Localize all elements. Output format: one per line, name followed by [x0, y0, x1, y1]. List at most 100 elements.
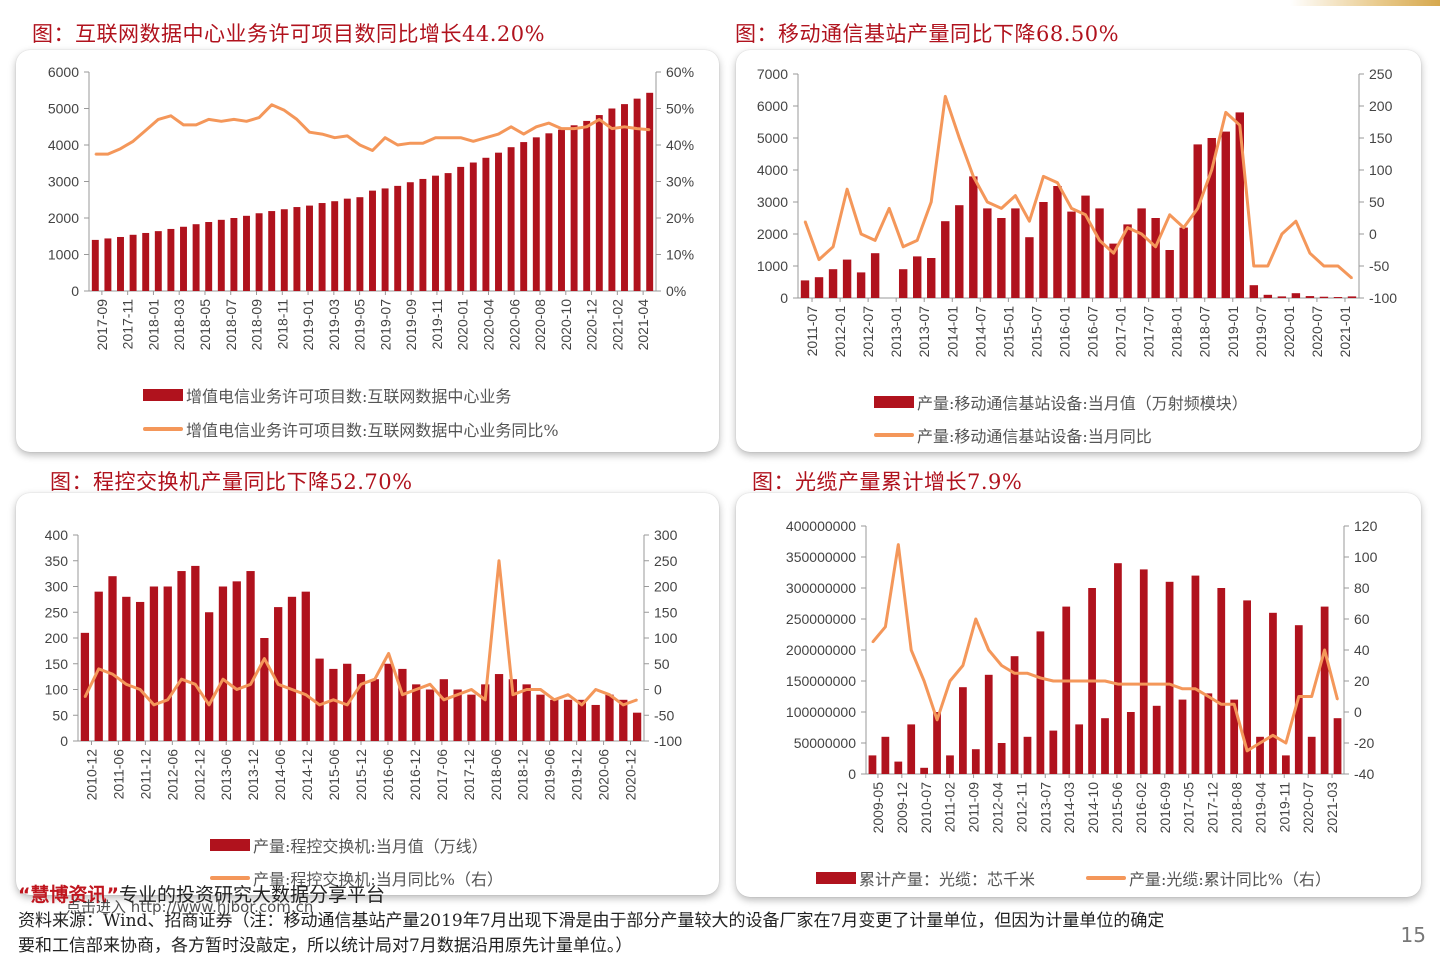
brand-banner[interactable]: “慧博资讯”专业的投资研究大数据分享平台 — [18, 880, 385, 907]
bar-2019-04 — [331, 201, 339, 291]
y-right-tick-label: 100 — [1369, 162, 1393, 178]
line-point-2017-11 — [119, 147, 122, 150]
x-tick-label: 2013-01 — [888, 306, 904, 358]
bar-2014-10 — [1075, 724, 1084, 774]
line-point-2015-04 — [1014, 194, 1017, 197]
y-left-tick-label: 200000000 — [786, 642, 856, 658]
line-point-2018-08 — [233, 118, 235, 121]
bar-2011-07 — [800, 280, 810, 298]
y-right-tick-label: 30% — [666, 174, 694, 190]
line-point-2018-08 — [1233, 703, 1235, 706]
line-point-2015-09 — [346, 704, 348, 706]
y-left-tick-label: 0 — [71, 283, 79, 299]
y-right-tick-label: 50 — [1369, 194, 1385, 210]
y-left-tick-label: 400 — [45, 527, 69, 543]
x-tick-label: 2019-09 — [403, 299, 419, 351]
bar-2020-11 — [570, 125, 578, 291]
line-point-2011-12 — [139, 688, 141, 691]
line-point-2019-07 — [371, 149, 374, 152]
legend-label: 产量:移动通信基站设备:当月值（万射频模块） — [917, 394, 1248, 413]
y-right-tick-label: 40% — [666, 137, 694, 153]
x-tick-label: 2017-06 — [434, 749, 450, 801]
bar-2018-08 — [1230, 699, 1239, 774]
chart-title-base-station: 图：移动通信基站产量同比下降68.50% — [735, 22, 1120, 46]
line-point-2013-03 — [1013, 672, 1016, 675]
bar-2015-07 — [1025, 237, 1034, 298]
line-point-2013-03 — [208, 704, 210, 706]
bar-2014-07 — [969, 176, 978, 298]
x-tick-label: 2018-06 — [488, 749, 504, 801]
bar-2020-09 — [545, 133, 553, 291]
line-point-2020-10 — [1323, 265, 1325, 267]
x-tick-label: 2013-06 — [218, 749, 234, 801]
line-point-2016-03 — [374, 678, 376, 680]
line-point-2014-12 — [304, 693, 307, 696]
line-point-2014-07 — [1065, 680, 1068, 682]
line-point-2012-09 — [180, 678, 183, 680]
line-point-2011-02 — [923, 680, 925, 682]
line-point-2018-12 — [283, 109, 286, 112]
x-tick-label: 2020-12 — [623, 749, 639, 801]
bar-2016-01 — [1053, 186, 1062, 298]
line-point-2012-12 — [194, 683, 197, 686]
bar-2018-04 — [1217, 588, 1226, 774]
legend-swatch-bar — [874, 396, 914, 408]
bar-2020-09 — [619, 699, 628, 741]
line-point-2019-07 — [1272, 734, 1274, 737]
line-point-2017-07 — [1140, 233, 1143, 235]
x-tick-label: 2015-01 — [1000, 306, 1016, 358]
y-left-tick-label: 1000 — [757, 258, 788, 274]
bar-2020-06 — [507, 147, 515, 291]
line-point-2019-09 — [567, 693, 569, 696]
x-tick-label: 2012-06 — [164, 749, 180, 801]
bar-2017-10 — [1151, 218, 1160, 298]
bar-2012-10 — [870, 253, 880, 298]
bar-2017-01 — [1165, 581, 1174, 774]
bar-2021-01 — [595, 115, 603, 291]
bar-2021-04 — [633, 98, 641, 291]
bar-2012-11 — [997, 743, 1006, 774]
bar-2019-04 — [1235, 112, 1244, 299]
legend-label: 产量:光缆:累计同比%（右） — [1129, 870, 1331, 889]
line-point-2017-01 — [1168, 683, 1171, 685]
line-point-2019-11 — [1285, 742, 1287, 744]
line-point-2018-12 — [1246, 749, 1248, 752]
bar-2017-12 — [129, 234, 137, 291]
line-point-2020-10 — [1323, 649, 1326, 651]
line-point-2018-04 — [1220, 703, 1223, 706]
bar-2012-09 — [177, 571, 186, 741]
y-left-tick-label: 4000 — [48, 137, 79, 153]
line-point-2012-06 — [166, 699, 169, 701]
y-left-tick-label: 50 — [52, 707, 68, 723]
line-point-2011-10 — [818, 258, 820, 261]
bar-2015-10 — [1039, 202, 1048, 298]
line-point-2011-09 — [125, 683, 128, 686]
x-tick-label: 2020-04 — [480, 299, 496, 351]
line-point-2020-06 — [510, 125, 512, 128]
bar-2012-01 — [828, 269, 838, 298]
x-tick-label: 2018-07 — [1197, 306, 1213, 358]
x-tick-label: 2018-12 — [515, 749, 531, 801]
line-point-2015-02 — [1091, 680, 1093, 682]
bar-2013-12 — [246, 571, 255, 741]
watermark-link[interactable]: 点击进入 http://www.hibor.com.cn — [66, 898, 314, 916]
y-left-tick-label: 0 — [780, 290, 788, 306]
line-point-2020-07 — [1309, 252, 1311, 254]
bar-2017-06 — [439, 679, 448, 741]
y-left-tick-label: 250000000 — [786, 611, 856, 627]
x-tick-label: 2009-12 — [894, 782, 910, 834]
x-tick-label: 2014-12 — [299, 749, 315, 801]
line-point-2017-06 — [443, 699, 445, 701]
bar-2018-03 — [481, 684, 490, 741]
line-point-2019-02 — [308, 131, 311, 134]
bar-2019-11 — [419, 178, 427, 291]
x-tick-label: 2019-03 — [326, 299, 342, 351]
bar-2012-06 — [163, 586, 172, 741]
x-tick-label: 2020-07 — [1300, 782, 1316, 834]
y-right-tick-label: 80 — [1354, 580, 1370, 596]
bar-2015-06 — [1101, 718, 1109, 774]
x-tick-label: 2012-07 — [860, 306, 876, 358]
chart-optical-cable: 0 50000000 100000000 150000000 200000000 2500… — [786, 518, 1378, 834]
chart-title-switch: 图：程控交换机产量同比下降52.70% — [50, 470, 413, 494]
line-point-2019-06 — [553, 699, 556, 701]
